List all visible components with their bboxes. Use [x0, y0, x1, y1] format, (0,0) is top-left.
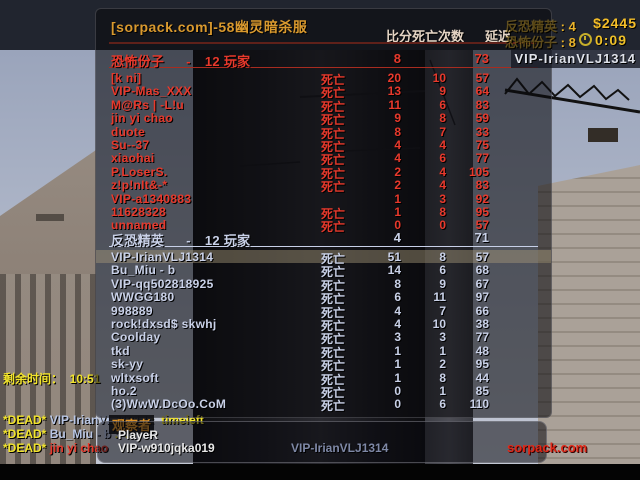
- spectator-center-name: VIP-IrianVLJ1314: [291, 441, 389, 455]
- player-row: rock!dxsd$ skwhj 死亡 4 10 38: [111, 316, 489, 333]
- player-row: VIP-Mas_XXX 死亡 13 9 64: [111, 84, 489, 101]
- player-row: 998889 死亡 4 7 66: [111, 303, 489, 320]
- building-right: [538, 165, 640, 464]
- player-row: Su--37 死亡 4 4 75: [111, 137, 489, 154]
- building-sign: [36, 214, 64, 221]
- team-header: 反恐精英 -12 玩家 4 71: [111, 230, 489, 248]
- hud-t-score: 恐怖份子 : 8: [505, 35, 576, 50]
- player-row: M@Rs | -L!u 死亡 11 6 83: [111, 97, 489, 114]
- player-row: wltxsoft 死亡 1 8 44: [111, 370, 489, 387]
- player-row: duote 死亡 8 7 33: [111, 124, 489, 141]
- spectator-name: PlayeR: [118, 428, 159, 442]
- target-player-nametag: VIP-IrianVLJ1314: [510, 50, 640, 68]
- ledge-right: [588, 128, 618, 142]
- money-amount: $2445: [593, 15, 637, 31]
- player-row: tkd 死亡 1 1 48: [111, 343, 489, 360]
- player-row: Bu_Miu - b 死亡 14 6 68: [111, 263, 489, 280]
- spectators-panel: PlayeR VIP-w910jqka019 VIP-IrianVLJ1314: [97, 421, 547, 463]
- spectator-name: VIP-w910jqka019: [118, 441, 215, 455]
- column-header-score-deaths: 比分死亡次数: [385, 29, 464, 44]
- server-watermark: sorpack.com: [507, 440, 588, 455]
- title-separator: [109, 42, 536, 44]
- player-row: ho.2 死亡 0 1 85: [111, 383, 489, 400]
- player-row: VIP-qq502818925 死亡 8 9 67: [111, 276, 489, 293]
- hud-ct-score: 反恐精英 : 4: [505, 19, 576, 34]
- player-row: P.LoserS. 死亡 2 4 105: [111, 164, 489, 181]
- player-row: Coolday 死亡 3 3 77: [111, 330, 489, 347]
- team-section-ct: 反恐精英 -12 玩家 4 71 VIP-IrianVLJ1314 死亡 51 8 57 Bu_M…: [96, 230, 551, 414]
- player-row: VIP-a1340883 1 3 92: [111, 191, 489, 206]
- server-title: [sorpack.com]-58幽灵暗杀服: [111, 19, 308, 35]
- building-windows: [0, 274, 96, 464]
- player-row: VIP-IrianVLJ1314 死亡 51 8 57: [96, 250, 551, 266]
- player-row: xiaohai 死亡 4 6 77: [111, 151, 489, 168]
- letterbox-bottom: [0, 464, 640, 480]
- timeleft-message: 剩余时间： 10:51: [3, 371, 101, 386]
- team-underline: [109, 67, 538, 68]
- player-row: WWGG180 死亡 6 11 97: [111, 290, 489, 307]
- player-row: z!p!nIt&-* 死亡 2 4 83: [111, 178, 489, 195]
- player-row: sk-yy 死亡 1 2 95: [111, 357, 489, 374]
- player-row: jin yi chao 死亡 9 8 59: [111, 111, 489, 128]
- scoreboard-panel: [sorpack.com]-58幽灵暗杀服 比分死亡次数 延迟 恐怖份子 -12 …: [95, 8, 552, 434]
- player-row: unnamed 死亡 0 0 57: [111, 218, 489, 235]
- team-section-t: 恐怖份子 -12 玩家 8 73 [k ni] 死亡 20 10 57 VIP-Mas_XXX 死亡…: [96, 51, 551, 235]
- player-row: [k ni] 死亡 20 10 57: [111, 71, 489, 87]
- column-header-latency: 延迟: [485, 29, 512, 44]
- round-timer: 0:09: [578, 32, 627, 48]
- team-header: 恐怖份子 -12 玩家 8 73: [111, 51, 489, 69]
- player-row: (3)WwW.DcOo.CoM 死亡 0 6 110: [111, 397, 489, 414]
- clock-icon: [578, 33, 592, 46]
- player-row: 11628328 死亡 1 8 95: [111, 204, 489, 221]
- team-underline: [109, 246, 538, 247]
